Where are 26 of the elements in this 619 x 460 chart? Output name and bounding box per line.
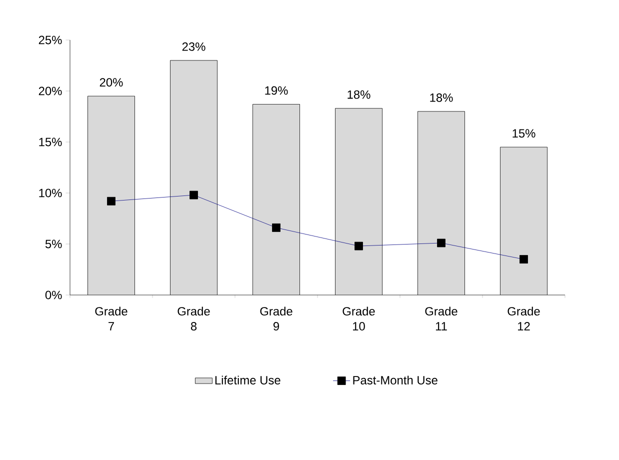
x-tick-label: Grade 9 <box>260 306 292 330</box>
data-label: 23% <box>182 42 206 51</box>
x-tick-label: Grade 12 <box>508 306 540 330</box>
y-tick-label: 20% <box>38 86 62 96</box>
bar <box>252 104 300 295</box>
bar <box>335 108 382 295</box>
data-label: 19% <box>265 86 288 95</box>
y-tick-label: 15% <box>39 138 62 146</box>
bar <box>418 111 465 295</box>
y-tick-label: 0% <box>45 290 62 300</box>
legend-label: Lifetime Use <box>215 376 280 384</box>
legend-label: Past-Month Use <box>353 376 438 384</box>
bar <box>170 60 218 295</box>
data-label: 18% <box>348 90 370 99</box>
x-tick-label: Grade 11 <box>425 306 458 330</box>
y-tick-label: 10% <box>39 188 62 198</box>
data-label: 15% <box>512 129 536 138</box>
x-tick-label: Grade 7 <box>95 306 128 330</box>
data-label: 20% <box>100 78 123 87</box>
x-tick-label: Grade 10 <box>342 306 375 330</box>
x-tick-label: Grade 8 <box>178 306 210 330</box>
data-label: 18% <box>430 93 453 102</box>
bar <box>88 96 135 295</box>
y-tick-label: 5% <box>45 240 62 248</box>
y-tick-label: 25% <box>38 36 62 44</box>
bar <box>500 146 548 295</box>
